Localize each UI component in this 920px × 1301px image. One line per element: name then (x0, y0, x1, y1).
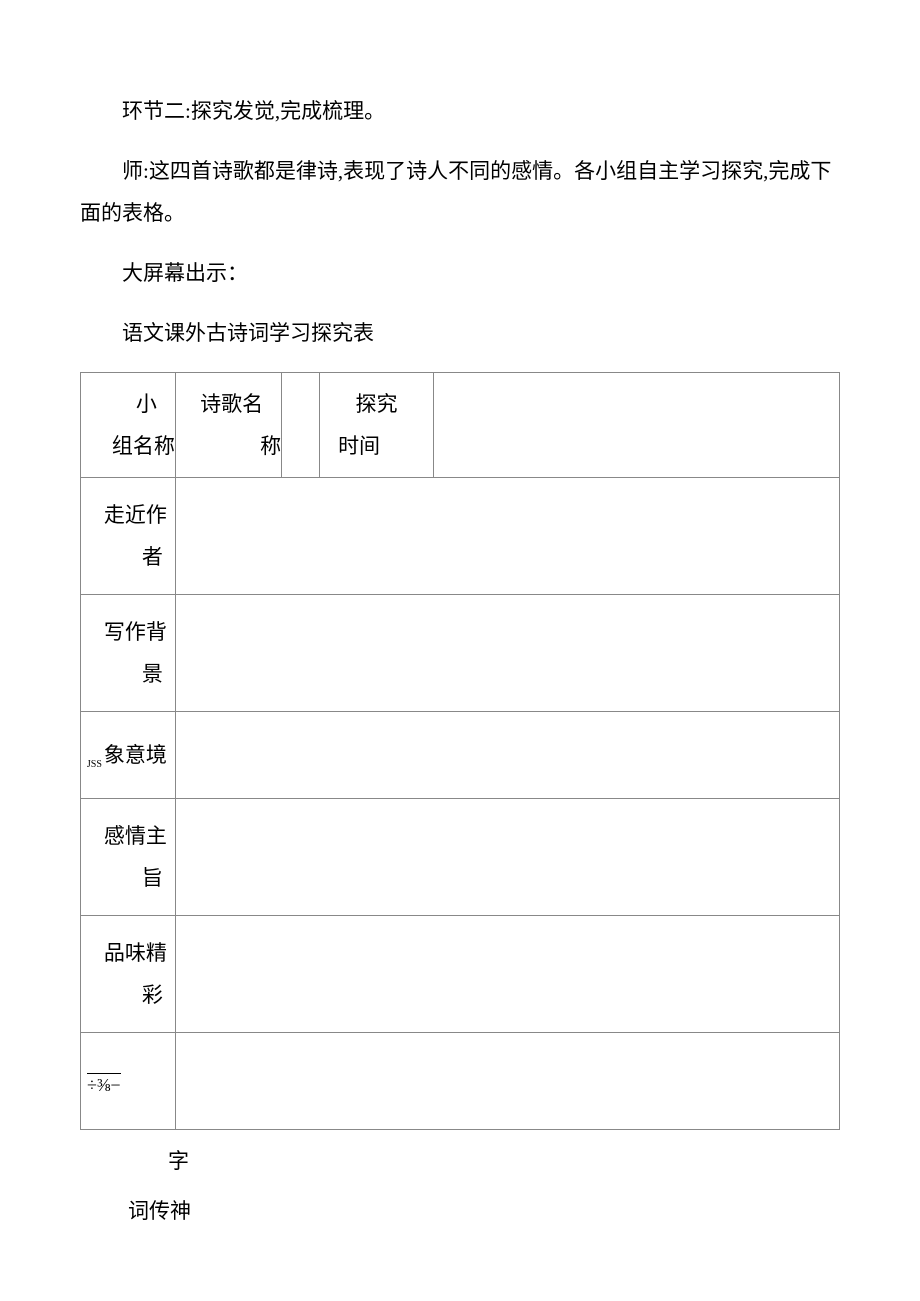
row-content (175, 916, 839, 1033)
paragraph-teacher-line: 师:这四首诗歌都是律诗,表现了诗人不同的感情。各小组自主学习探究,完成下面的表格… (80, 150, 840, 234)
cell-text: 者 (81, 536, 167, 578)
row-label-fraction: ÷⅜− (81, 1033, 176, 1130)
hdr-group-name: 小 组名称 (81, 373, 176, 478)
row-content (175, 712, 839, 799)
cell-text: 称 (176, 425, 281, 467)
row-label-theme: 感情主 旨 (81, 799, 176, 916)
cell-text: 景 (81, 653, 167, 695)
study-table: 小 组名称 诗歌名 称 探究 时间 走近作 者 写作背 景 (80, 372, 840, 1130)
table-row: 写作背 景 (81, 595, 840, 712)
table-header-row: 小 组名称 诗歌名 称 探究 时间 (81, 373, 840, 478)
row-content (175, 799, 839, 916)
paragraph-screen-note: 大屏幕出示： (80, 252, 840, 294)
table-row: 感情主 旨 (81, 799, 840, 916)
cell-text: 时间 (320, 425, 433, 467)
cell-text: 感情主 (81, 815, 167, 857)
cell-subscript: JSS (87, 759, 104, 770)
frac-bottom: ÷⅜− (87, 1074, 121, 1094)
table-row: 品味精 彩 (81, 916, 840, 1033)
cell-text: 象意境 (104, 743, 167, 767)
table-row: ÷⅜− (81, 1033, 840, 1130)
cell-text: 写作背 (81, 611, 167, 653)
frac-top (87, 1057, 121, 1074)
hdr-wide-blank (433, 373, 839, 478)
row-label-highlights: 品味精 彩 (81, 916, 176, 1033)
cell-text: 彩 (81, 974, 167, 1016)
paragraph-section-title: 环节二:探究发觉,完成梳理。 (80, 90, 840, 132)
row-content (175, 1033, 839, 1130)
hdr-time: 探究 时间 (320, 373, 434, 478)
row-content (175, 478, 839, 595)
paragraph-table-title: 语文课外古诗词学习探究表 (80, 312, 840, 354)
cell-text: 走近作 (81, 494, 167, 536)
cell-text: 组名称 (81, 425, 175, 467)
hdr-poem-name: 诗歌名 称 (175, 373, 281, 478)
trailing-text: 字 词传神 (80, 1136, 840, 1237)
cell-text: 小 (81, 383, 175, 425)
row-label-author: 走近作 者 (81, 478, 176, 595)
row-label-imagery: JSS象意境 (81, 712, 176, 799)
table-row: JSS象意境 (81, 712, 840, 799)
hdr-blank (282, 373, 320, 478)
table-row: 走近作 者 (81, 478, 840, 595)
row-label-background: 写作背 景 (81, 595, 176, 712)
trail-line-2: 词传神 (128, 1186, 840, 1236)
cell-text: 诗歌名 (176, 383, 281, 425)
cell-text: 旨 (81, 857, 167, 899)
cell-text: 探究 (320, 383, 433, 425)
trail-line-1: 字 (128, 1136, 840, 1186)
row-content (175, 595, 839, 712)
cell-text: 品味精 (81, 932, 167, 974)
